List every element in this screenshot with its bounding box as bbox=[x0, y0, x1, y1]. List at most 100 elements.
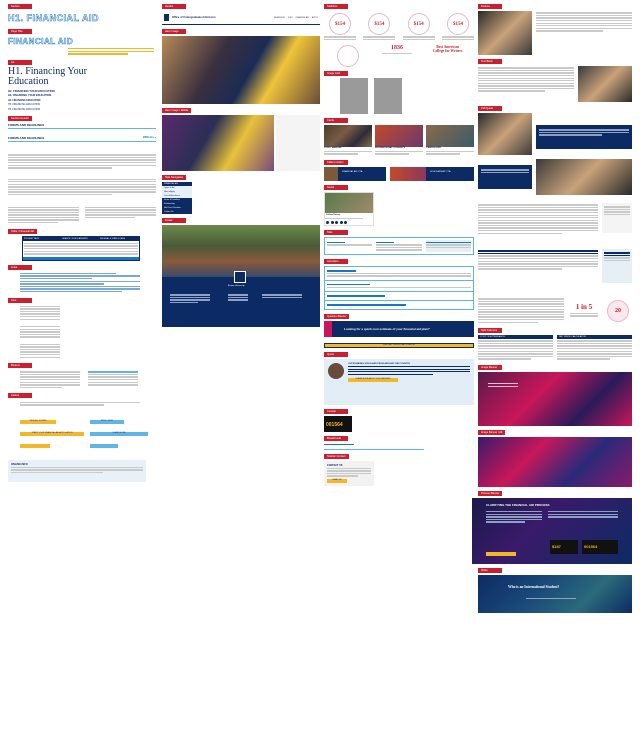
section-tag: Question Banner bbox=[324, 313, 350, 319]
h1-outline-heading: H1. FINANCIAL AID bbox=[8, 13, 100, 24]
pull-stats: 1 in 5 20 bbox=[478, 297, 632, 324]
twitter-icon[interactable] bbox=[330, 221, 334, 225]
table-header-cell: FEDERAL & STATE LOANS bbox=[100, 237, 126, 240]
section-tag: Cards bbox=[324, 118, 348, 124]
breadcrumb bbox=[324, 443, 424, 450]
section-tag: Split Columns bbox=[478, 328, 502, 334]
brand-name[interactable]: Office of Undergraduate Admission bbox=[172, 16, 216, 19]
section-tag: Links bbox=[8, 264, 32, 270]
stat-value: $154 bbox=[335, 21, 345, 27]
pull-quote-image-alt bbox=[478, 159, 632, 195]
financial-aid-table: STUDENT PAYS GRANTS / SCHOLARSHIPS FEDER… bbox=[22, 235, 140, 261]
tabs-module bbox=[324, 237, 474, 255]
section-tag: Image Banner / Alt bbox=[478, 429, 506, 435]
side-nav-item[interactable]: Types of Aid bbox=[162, 186, 192, 190]
process-button[interactable] bbox=[486, 551, 516, 556]
learn-more-button[interactable]: LEARN MORE bbox=[90, 431, 148, 436]
process-banner: CLARIFYING THE FINANCIAL AID PROCESS $18… bbox=[472, 497, 632, 564]
side-navigation: FINANCIAL AID Types of Aid How to Apply … bbox=[162, 182, 192, 214]
paragraph-block bbox=[8, 178, 156, 196]
footer-campus-image bbox=[162, 225, 320, 277]
video-banner[interactable]: Who is an International Student? bbox=[478, 574, 632, 613]
footer-name: Emory University bbox=[228, 285, 245, 287]
image-banner-magenta bbox=[478, 371, 632, 426]
section-tag: Feature bbox=[478, 4, 502, 9]
accordion-item[interactable] bbox=[325, 281, 473, 293]
section-tag: Page Title bbox=[8, 29, 32, 34]
section-tag: Callout bbox=[8, 393, 32, 399]
forms-header-b: FORMS AND DEADLINES bbox=[8, 136, 45, 141]
card-title[interactable]: STUDY ABROAD bbox=[324, 147, 342, 150]
accordion-item[interactable] bbox=[325, 301, 473, 309]
style-guide-column-features: Feature Text Block Pull Quote 1 in 5 20 … bbox=[472, 0, 632, 613]
style-guide-column-typography: Section H1. FINANCIAL AID Page Title FIN… bbox=[8, 0, 156, 482]
scholarship-cta[interactable]: SCHOLARSHIP CTA bbox=[390, 166, 474, 181]
process-title: CLARIFYING THE FINANCIAL AID PROCESS bbox=[486, 502, 550, 507]
section-tag: Calls to Action bbox=[324, 159, 348, 165]
section-tag: Header bbox=[162, 4, 186, 9]
section-tag: Social bbox=[324, 184, 348, 190]
view-all-forms-button[interactable]: VIEW ALL FORMS bbox=[20, 419, 56, 424]
nav-item[interactable]: FINANCIAL AID bbox=[295, 16, 310, 19]
two-column-text bbox=[8, 205, 156, 224]
side-nav-item[interactable]: How to Apply bbox=[162, 190, 192, 194]
accordion-item[interactable] bbox=[325, 292, 473, 301]
emory-shield-icon bbox=[164, 14, 169, 21]
side-nav-item[interactable]: FINANCIAL AID bbox=[162, 182, 192, 186]
question-banner: Looking for a quick cost estimate of you… bbox=[324, 320, 474, 337]
heading-level: H4. FINANCING EDUCATION bbox=[8, 98, 41, 102]
pull-stat-b: 20 bbox=[615, 307, 621, 314]
email-us-button[interactable]: EMAIL US bbox=[327, 478, 347, 483]
nav-item[interactable]: VISIT bbox=[287, 16, 293, 19]
side-nav-item[interactable]: Scholarships bbox=[162, 202, 192, 206]
side-nav-item[interactable]: Net Price Calculator bbox=[162, 206, 192, 210]
forms-header-a: FORMS AND DEADLINES bbox=[8, 123, 156, 130]
quote-avatar bbox=[328, 362, 344, 379]
bullet-list bbox=[20, 305, 60, 320]
quote-module: OUTSTANDING SCHOLARS FROM AROUND THE COU… bbox=[324, 358, 474, 405]
stat-value-large: 1836 bbox=[390, 45, 403, 52]
section-tag: Image Grid bbox=[324, 71, 348, 77]
stat-value: $154 bbox=[452, 21, 463, 27]
style-guide-column-layout: Header Office of Undergraduate Admission… bbox=[162, 0, 320, 327]
stat-value: $154 bbox=[374, 21, 385, 27]
text-block bbox=[478, 66, 632, 102]
counter-display: 001564 bbox=[324, 415, 352, 432]
side-nav-item[interactable]: Forms & Deadlines bbox=[162, 198, 192, 202]
accordion-item[interactable] bbox=[325, 267, 473, 281]
youtube-icon[interactable] bbox=[339, 221, 343, 225]
financial-aid-cta[interactable]: FINANCIAL AID CTA bbox=[324, 166, 386, 181]
start-application-button[interactable]: START YOUR FINANCIAL AID APPLICATION bbox=[20, 431, 84, 436]
section-tag: Hero Image bbox=[162, 29, 186, 34]
heading-levels: H2. FINANCING YOUR EDUCATION H3. FINANCI… bbox=[8, 89, 156, 111]
side-nav-item[interactable]: Cost of Attendance bbox=[162, 194, 192, 198]
card-title[interactable]: CAMPUS LIFE bbox=[426, 147, 441, 150]
section-tag: Side Navigation bbox=[162, 175, 187, 180]
section-tag: Footer bbox=[162, 218, 186, 223]
table-header-cell: STUDENT PAYS bbox=[24, 237, 40, 240]
quote-title: OUTSTANDING SCHOLARS FROM AROUND THE COU… bbox=[348, 362, 411, 365]
callout-box: ONLINE INFO bbox=[8, 459, 146, 482]
contact-sidebar: CONTACT US EMAIL US bbox=[324, 460, 374, 486]
side-nav-item[interactable]: Contact Us bbox=[162, 210, 192, 214]
instagram-icon[interactable] bbox=[335, 221, 338, 225]
net-price-button[interactable]: USE NET PRICE CALCULATOR bbox=[324, 342, 474, 348]
section-tag: Lists bbox=[8, 297, 32, 303]
contact-title: CONTACT US bbox=[327, 463, 343, 467]
facebook-icon[interactable] bbox=[326, 221, 329, 225]
heading-level: H5. FINANCING EDUCATION bbox=[8, 103, 41, 107]
nav-item[interactable]: APPLY bbox=[312, 16, 318, 19]
learn-more-scholarships-button[interactable]: LEARN MORE ABOUT SCHOLARSHIPS bbox=[348, 378, 398, 383]
page-title-heading: FINANCIAL AID bbox=[8, 37, 74, 47]
social-title: Follow Emory bbox=[326, 213, 341, 216]
nav-item[interactable]: ADMISSION bbox=[274, 16, 285, 19]
linkedin-icon[interactable] bbox=[344, 221, 347, 225]
apply-now-button[interactable]: APPLY NOW bbox=[90, 419, 124, 424]
card-title[interactable]: INTERNATIONAL STUDENTS bbox=[375, 147, 406, 150]
section-tag: H1 bbox=[8, 59, 32, 65]
button-examples: VIEW ALL FORMS APPLY NOW START YOUR FINA… bbox=[8, 419, 156, 460]
section-tag: Image Banner bbox=[478, 364, 502, 370]
links-list bbox=[20, 272, 140, 293]
site-header: Office of Undergraduate Admission ADMISS… bbox=[162, 11, 320, 25]
view-all-link[interactable]: VIEW ALL » bbox=[142, 136, 156, 140]
